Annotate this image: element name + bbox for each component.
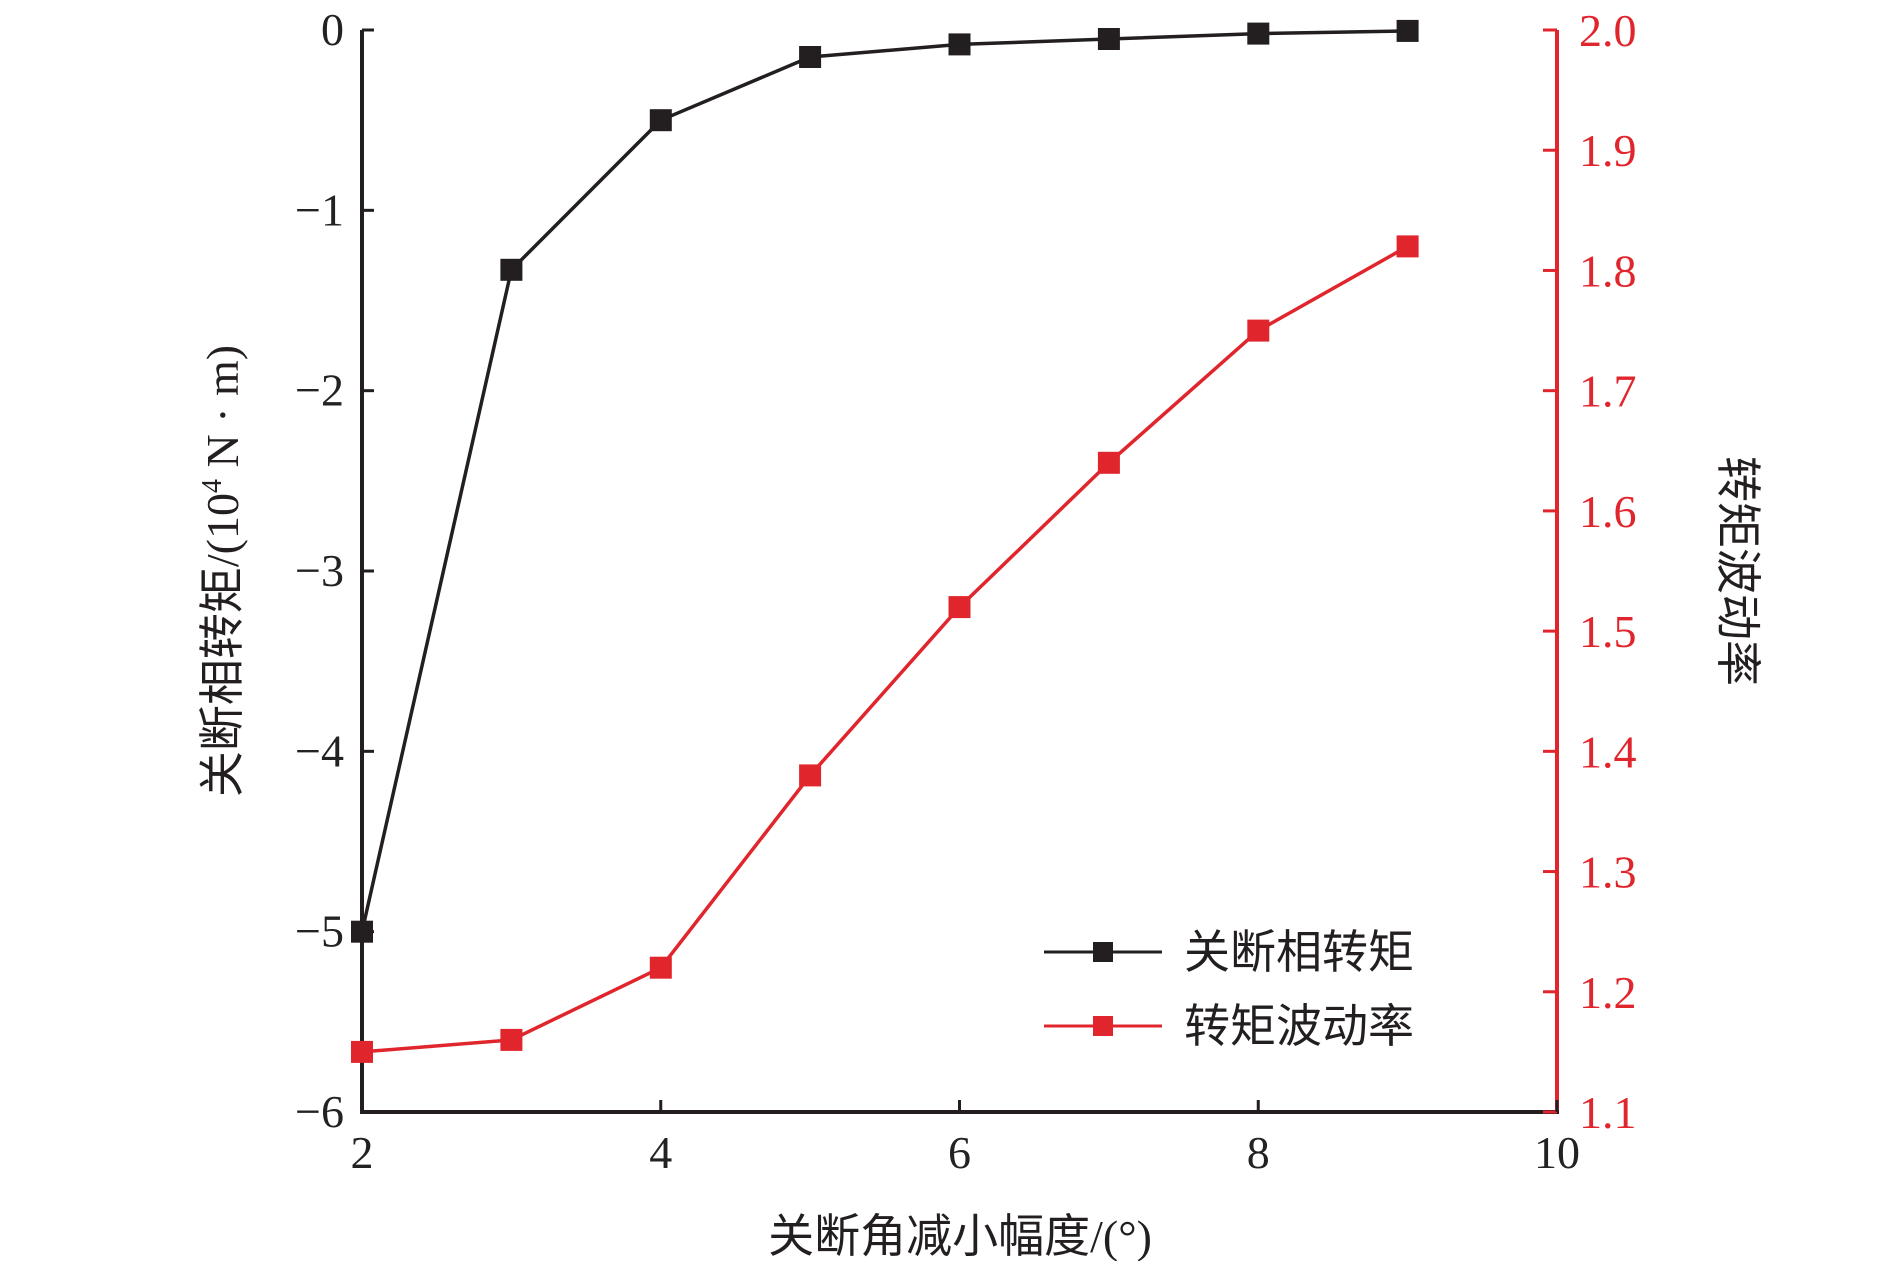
series-line-ripple (361, 244, 1409, 1054)
x-axis-title: 关断角减小幅度/(°) (768, 1211, 1152, 1261)
data-point-torque (1396, 19, 1419, 42)
right-y-tick-label: 1.2 (1579, 967, 1637, 1018)
left-y-tick-label: −6 (295, 1086, 344, 1137)
right-y-tick-label: 1.8 (1579, 245, 1637, 296)
left-y-tick-label: −1 (295, 184, 344, 235)
left-y-tick-label: −5 (295, 906, 344, 957)
right-y-axis-ticks: 2.0 1.9 1.8 1.7 1.6 1.5 1.4 1.3 1.2 1.1 (1543, 5, 1637, 1138)
x-tick-label: 2 (351, 1127, 374, 1178)
legend: 关断相转矩 转矩波动率 (1044, 927, 1414, 1052)
legend-item-torque: 关断相转矩 (1044, 927, 1414, 978)
legend-ripple-marker (1093, 1016, 1113, 1036)
x-tick-label: 6 (948, 1127, 971, 1178)
left-y-tick-label: 0 (321, 4, 344, 55)
data-point-torque (1097, 28, 1120, 50)
left-y-tick-label: −2 (295, 365, 344, 416)
legend-torque-marker (1093, 942, 1113, 962)
legend-ripple-label: 转矩波动率 (1184, 1001, 1414, 1052)
left-y-axis-ticks: 0 −1 −2 −3 −4 −5 −6 (295, 4, 374, 1137)
right-y-tick-label: 1.3 (1579, 847, 1637, 898)
right-y-tick-label: 1.7 (1579, 366, 1637, 417)
data-point-ripple (1247, 319, 1270, 342)
data-point-ripple (1097, 451, 1120, 474)
series-line-torque (360, 29, 1408, 933)
x-tick-label: 10 (1534, 1127, 1580, 1178)
data-point-ripple (948, 596, 971, 619)
right-y-tick-label: 1.1 (1579, 1087, 1637, 1138)
data-point-torque (351, 920, 373, 943)
left-y-tick-label: −4 (295, 725, 344, 776)
data-point-torque (1247, 22, 1270, 45)
left-y-axis-title: 关断相转矩/(104 N · m) (197, 345, 248, 797)
x-axis-ticks: 2 4 6 8 10 (351, 1100, 1580, 1178)
left-y-axis-title-exponent: 4 (197, 479, 228, 493)
legend-torque-label: 关断相转矩 (1184, 927, 1414, 978)
legend-item-ripple: 转矩波动率 (1044, 1001, 1414, 1052)
data-point-torque (799, 46, 822, 68)
right-y-tick-label: 1.4 (1579, 726, 1637, 777)
right-y-axis-title: 转矩波动率 (1712, 456, 1763, 686)
data-point-ripple (649, 956, 672, 979)
data-point-torque (948, 33, 971, 56)
series-layer (351, 19, 1419, 1063)
x-tick-label: 4 (649, 1127, 672, 1178)
data-point-torque (500, 258, 523, 281)
data-point-ripple (1396, 235, 1419, 258)
left-y-axis-title-suffix: N · m) (197, 345, 248, 479)
right-y-tick-label: 1.9 (1579, 125, 1637, 176)
left-y-tick-label: −3 (295, 545, 344, 596)
data-point-torque (649, 109, 672, 132)
data-point-ripple (500, 1028, 523, 1051)
data-point-ripple (351, 1040, 373, 1063)
right-y-tick-label: 1.6 (1579, 486, 1637, 537)
x-tick-label: 8 (1247, 1127, 1270, 1178)
left-y-axis-title-prefix: 关断相转矩/(10 (197, 493, 248, 797)
data-point-ripple (799, 764, 822, 787)
right-y-tick-label: 2.0 (1579, 5, 1637, 56)
right-y-tick-label: 1.5 (1579, 606, 1637, 657)
